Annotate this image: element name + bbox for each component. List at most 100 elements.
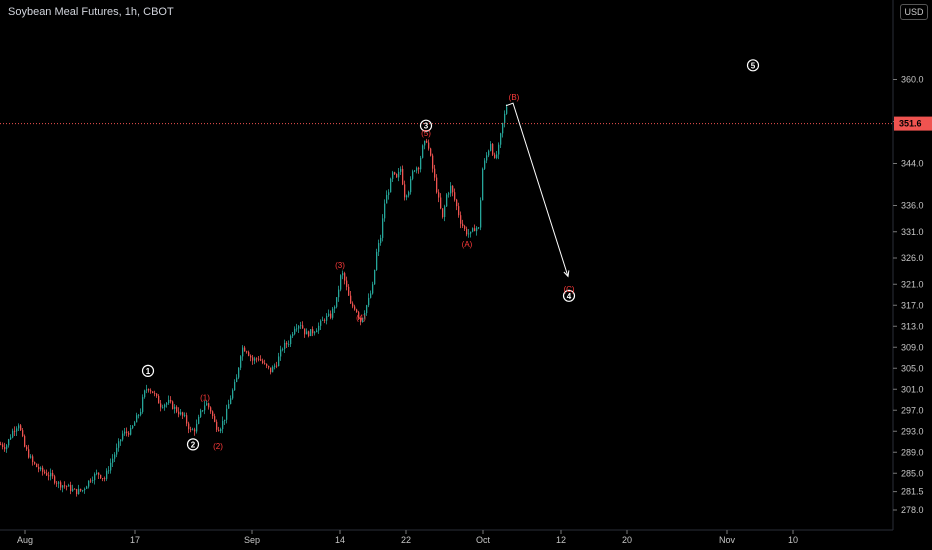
candle-body <box>200 410 202 417</box>
candle-body <box>404 184 406 198</box>
candle-body <box>448 193 450 195</box>
candle-body <box>230 398 232 405</box>
price-tick-label: 305.0 <box>901 363 924 373</box>
candle-body <box>342 273 344 276</box>
candle-body <box>348 286 350 296</box>
candle-body <box>330 313 332 318</box>
candle-body <box>452 185 454 193</box>
candle-body <box>290 336 292 345</box>
candle-body <box>262 360 264 364</box>
candle-body <box>456 199 458 207</box>
price-tick-label: 309.0 <box>901 342 924 352</box>
candle-body <box>260 359 262 361</box>
candle-body <box>80 488 82 491</box>
wave-label-minor: (C) <box>563 285 574 294</box>
candle-body <box>446 194 448 207</box>
candle-body <box>46 473 48 476</box>
candle-body <box>438 192 440 198</box>
candle-body <box>168 399 170 404</box>
candle-body <box>480 200 482 228</box>
time-tick-label: Sep <box>244 535 260 545</box>
candle-body <box>468 233 470 235</box>
candle-body <box>244 347 246 352</box>
candle-body <box>466 228 468 235</box>
candle-body <box>232 390 234 399</box>
candle-body <box>118 441 120 448</box>
candle-body <box>164 404 166 408</box>
candle-body <box>146 389 148 391</box>
currency-button[interactable]: USD <box>900 4 928 20</box>
candle-body <box>0 444 2 446</box>
candle-body <box>252 357 254 361</box>
candle-body <box>302 325 304 329</box>
candle-body <box>384 203 386 219</box>
candle-body <box>42 467 44 472</box>
candle-body <box>416 167 418 171</box>
candle-body <box>274 365 276 367</box>
candle-body <box>44 471 46 474</box>
candle-body <box>160 403 162 408</box>
candle-body <box>124 431 126 434</box>
candle-body <box>126 431 128 433</box>
candle-body <box>86 486 88 489</box>
candle-body <box>294 328 296 335</box>
candle-body <box>90 480 92 482</box>
candle-body <box>278 356 280 367</box>
candle-body <box>396 173 398 178</box>
candle-body <box>320 320 322 326</box>
candle-body <box>314 332 316 334</box>
candle-body <box>2 444 4 448</box>
candle-body <box>258 358 260 360</box>
candle-body <box>162 407 164 409</box>
candle-body <box>310 329 312 337</box>
candle-body <box>172 401 174 409</box>
candle-body <box>268 365 270 368</box>
candle-body <box>68 485 70 487</box>
candle-body <box>490 144 492 151</box>
candle-body <box>474 228 476 232</box>
candle-body <box>362 317 364 323</box>
candle-body <box>204 405 206 411</box>
candle-body <box>134 422 136 426</box>
candle-body <box>476 227 478 232</box>
candle-body <box>420 157 422 170</box>
time-tick-label: Nov <box>719 535 736 545</box>
candle-body <box>96 472 98 474</box>
candle-body <box>32 456 34 463</box>
candle-body <box>306 331 308 335</box>
candle-body <box>6 445 8 450</box>
candle-body <box>486 155 488 161</box>
candle-body <box>478 227 480 229</box>
candle-body <box>426 140 428 143</box>
time-axis[interactable]: Aug 17 Sep 14 22 Oct 12 20 Nov 10 <box>0 529 893 545</box>
candle-body <box>218 429 220 432</box>
candle-body <box>496 154 498 158</box>
candle-body <box>72 488 74 491</box>
price-tick-label: 331.0 <box>901 227 924 237</box>
candle-body <box>286 342 288 345</box>
candle-body <box>352 303 354 307</box>
wave-label-minor: (4) <box>356 313 366 322</box>
candle-body <box>108 470 110 472</box>
projection-arrowhead <box>563 270 570 278</box>
candle-body <box>52 472 54 477</box>
candle-body <box>20 425 22 431</box>
price-tick-label: 360.0 <box>901 75 924 85</box>
candle-body <box>206 403 208 406</box>
candle-body <box>482 168 484 201</box>
wave-label-major: 2 <box>191 440 196 449</box>
price-axis[interactable]: 360.0352.0344.0336.0331.0326.0321.0317.0… <box>892 0 924 530</box>
candle-body <box>28 449 30 458</box>
candle-body <box>176 406 178 412</box>
candle-body <box>434 168 436 178</box>
projection-path <box>505 102 569 277</box>
candle-body <box>148 389 150 391</box>
candle-body <box>228 404 230 409</box>
candle-body <box>120 439 122 442</box>
candle-body <box>150 390 152 392</box>
wave-label-major: 1 <box>146 367 151 376</box>
price-tick-label: 281.5 <box>901 487 924 497</box>
candle-body <box>270 367 272 373</box>
candle-body <box>492 144 494 155</box>
